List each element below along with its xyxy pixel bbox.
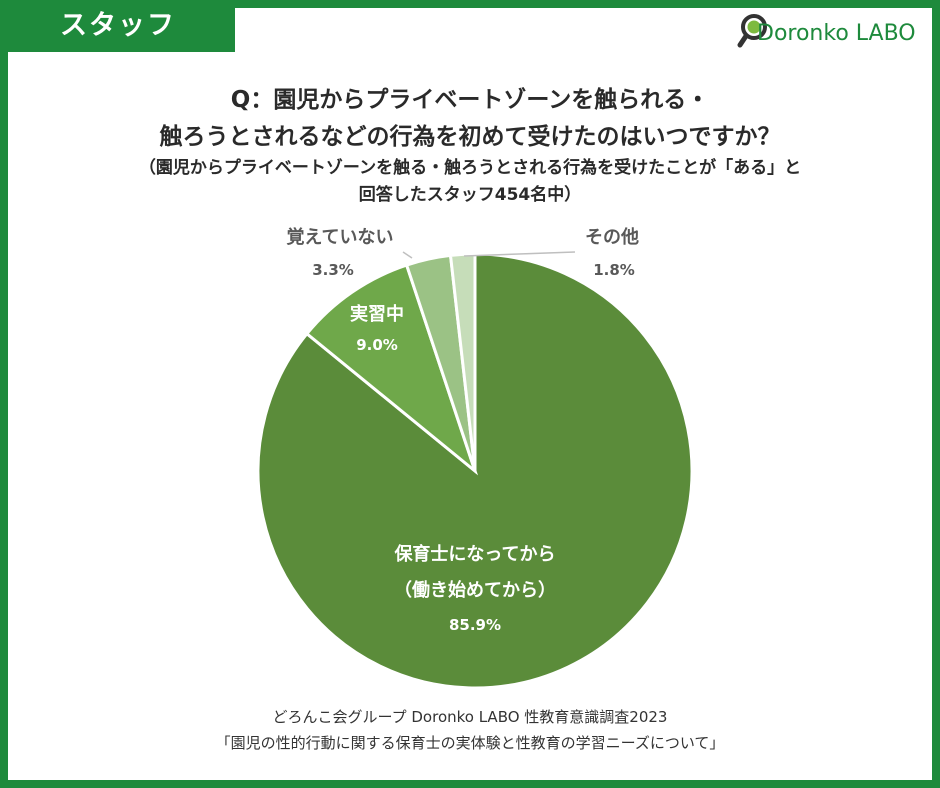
footer-line-2: 「園児の性的行動に関する保育士の実体験と性教育の学習ニーズについて」 [215,734,725,752]
slice-value-0: 85.9% [449,616,501,634]
slice-label-0-1: （働き始めてから） [394,579,556,601]
footer-line-1: どろんこ会グループ Doronko LABO 性教育意識調査2023 [272,708,668,726]
slice-value-1: 9.0% [356,336,398,354]
slice-value-3: 1.8% [593,261,635,279]
slice-label-0-0: 保育士になってから [393,543,555,565]
category-tag: スタッフ [0,0,235,52]
brand-logo: Doronko LABO [737,12,927,52]
brand-name: Doronko LABO [757,21,916,46]
slice-value-2: 3.3% [312,261,354,279]
pie-slice-3 [448,252,477,472]
subtitle-line-2: 回答したスタッフ454名中） [358,185,582,205]
slice-label-2-0: 覚えていない [286,226,393,248]
leader-line-3 [463,251,576,257]
title-line-1: Q：園児からプライベートゾーンを触られる・ [230,87,710,113]
magnifier-icon [737,14,767,48]
leader-line-2 [402,251,413,259]
slice-label-1-0: 実習中 [350,303,404,325]
subtitle-line-1: （園児からプライベートゾーンを触る・触ろうとされる行為を受けたことが「ある」と [138,158,802,178]
pie-slice-1 [304,263,479,476]
title-line-2: 触ろうとされるなどの行為を初めて受けたのはいつですか？ [159,124,781,150]
slice-label-3-0: その他 [585,226,639,248]
